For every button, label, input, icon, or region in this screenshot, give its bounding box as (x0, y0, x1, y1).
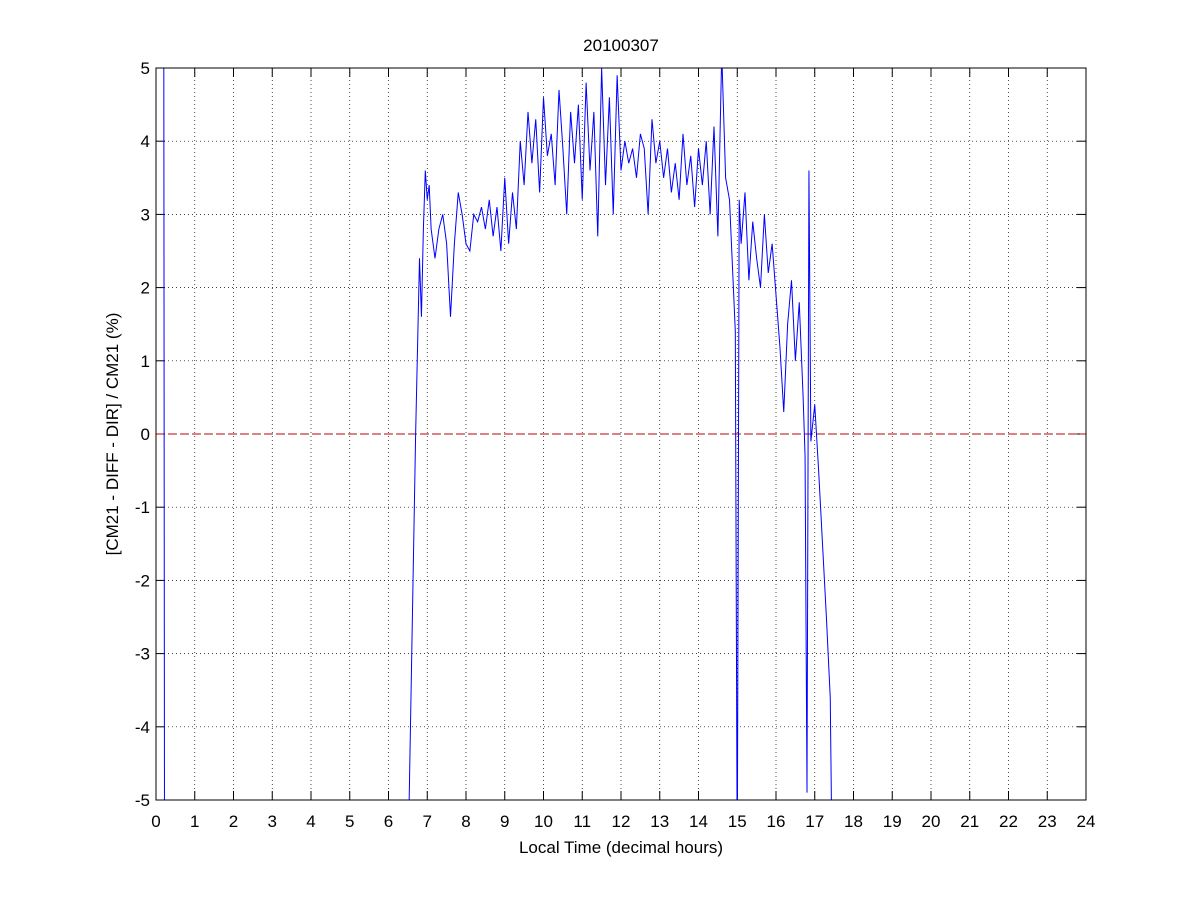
x-tick-label: 9 (500, 812, 509, 831)
x-tick-label: 20 (922, 812, 941, 831)
x-tick-label: 19 (883, 812, 902, 831)
x-tick-label: 4 (306, 812, 315, 831)
y-tick-label: 4 (141, 132, 150, 151)
y-tick-label: 1 (141, 352, 150, 371)
x-tick-label: 24 (1077, 812, 1096, 831)
y-tick-label: 2 (141, 279, 150, 298)
y-axis-label: [CM21 - DIFF - DIR] / CM21 (%) (103, 313, 122, 556)
x-tick-label: 10 (534, 812, 553, 831)
x-tick-label: 11 (573, 812, 591, 831)
x-tick-label: 12 (612, 812, 631, 831)
data-line (163, 68, 832, 800)
x-tick-label: 23 (1038, 812, 1057, 831)
x-tick-label: 22 (999, 812, 1018, 831)
x-tick-label: 17 (805, 812, 824, 831)
x-tick-label: 1 (190, 812, 199, 831)
x-tick-label: 2 (229, 812, 238, 831)
y-tick-label: 3 (141, 205, 150, 224)
x-tick-label: 3 (268, 812, 277, 831)
x-tick-label: 8 (461, 812, 470, 831)
x-tick-label: 7 (423, 812, 432, 831)
y-tick-label: 5 (141, 59, 150, 78)
x-tick-label: 6 (384, 812, 393, 831)
y-tick-label: 0 (141, 425, 150, 444)
y-tick-label: -4 (135, 718, 150, 737)
y-tick-label: -5 (135, 791, 150, 810)
plot-area (156, 68, 1086, 800)
x-tick-label: 0 (151, 812, 160, 831)
y-tick-label: -3 (135, 645, 150, 664)
y-tick-label: -1 (135, 498, 150, 517)
x-axis-label: Local Time (decimal hours) (519, 838, 723, 857)
y-tick-label: -2 (135, 571, 150, 590)
x-tick-label: 21 (960, 812, 979, 831)
x-tick-label: 18 (844, 812, 863, 831)
x-tick-label: 15 (728, 812, 747, 831)
x-tick-label: 14 (689, 812, 708, 831)
plot-frame (155, 67, 1087, 801)
chart-title: 20100307 (583, 36, 659, 55)
x-tick-label: 5 (345, 812, 354, 831)
x-tick-label: 16 (767, 812, 786, 831)
x-tick-label: 13 (650, 812, 669, 831)
